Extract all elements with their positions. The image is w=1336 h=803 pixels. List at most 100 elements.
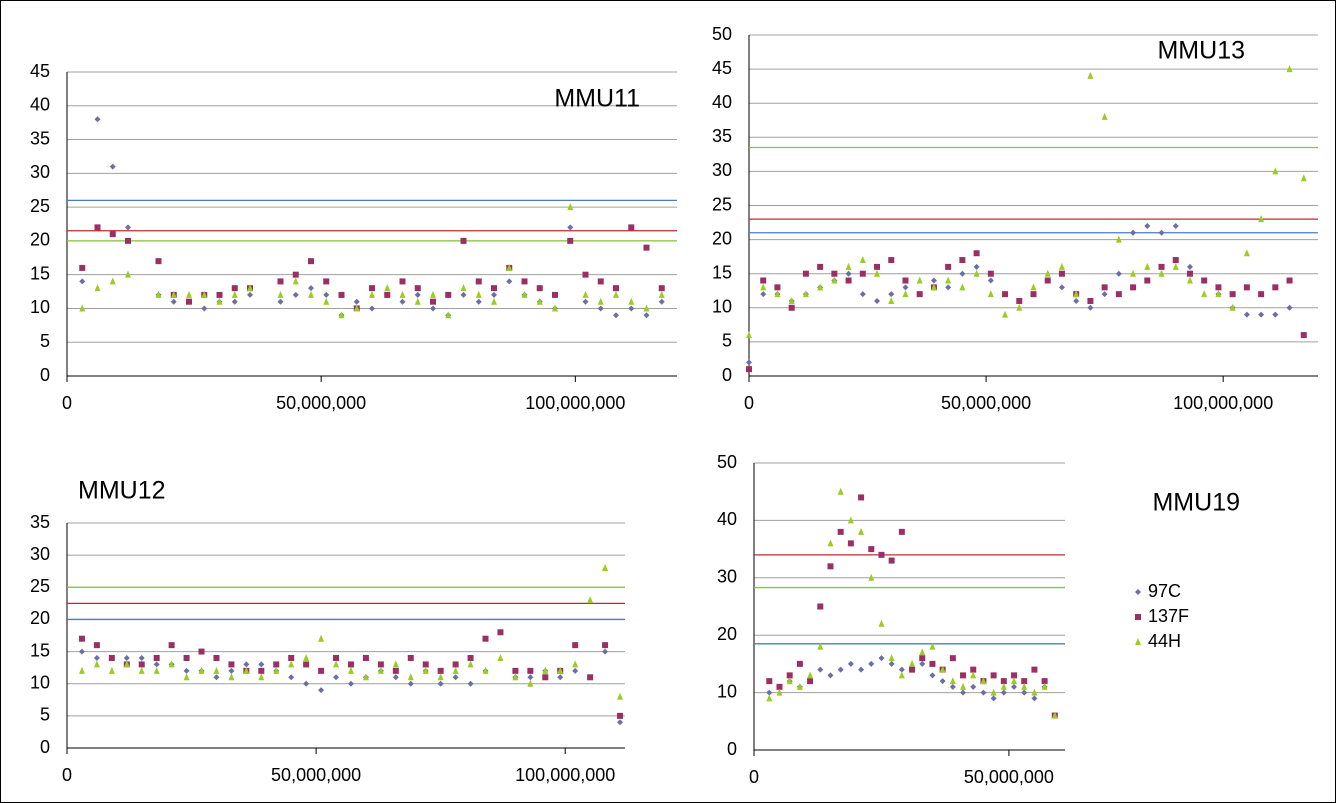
point [1000,689,1007,696]
point [109,277,116,285]
point [414,285,421,292]
y-tick-label: 25 [30,196,50,216]
point [347,661,354,668]
point [1286,304,1293,311]
point [567,203,574,211]
point [959,257,966,264]
point [228,667,235,674]
point [990,688,997,696]
point [1144,277,1151,284]
point [807,678,814,685]
point [247,291,253,298]
point [617,712,624,719]
point [108,655,115,661]
point [827,539,834,547]
point [527,667,534,674]
y-tick-label: 30 [30,544,50,564]
point [970,666,977,673]
point [831,276,838,284]
point [909,659,916,667]
y-tick-label: 40 [712,92,732,112]
point [930,283,937,291]
point [1000,678,1007,685]
point [527,674,534,681]
point [78,648,85,655]
point [827,563,834,570]
point [878,655,885,662]
point [1073,290,1080,298]
point [796,660,803,667]
point [945,276,952,284]
point [888,291,895,298]
point [1130,284,1137,291]
point [1087,304,1094,311]
point [1000,682,1007,690]
y-tick-label: 30 [717,567,737,587]
point [859,291,866,298]
point [353,304,360,312]
point [837,487,844,495]
point [475,298,482,305]
point [542,674,549,681]
point [613,285,619,292]
point [392,660,399,668]
point [303,661,310,668]
y-tick-label: 45 [712,58,732,78]
point [902,284,909,291]
point [1201,277,1208,284]
point [399,298,406,305]
point [919,655,926,662]
point [1044,269,1051,277]
point [183,655,190,661]
point [338,291,345,298]
point [414,291,421,298]
point [973,250,980,257]
point [939,665,946,673]
point [445,291,452,298]
point [874,297,881,304]
y-tick-label: 15 [30,640,50,660]
point [929,642,936,650]
chart-title: MMU13 [1157,37,1245,65]
point [858,666,865,673]
point [572,660,579,668]
point [422,666,429,674]
point [987,290,994,298]
point [868,546,875,553]
x-tick-label: 50,000,000 [964,767,1054,787]
point [1300,332,1307,339]
point [79,304,86,312]
point [929,660,936,667]
y-tick-label: 0 [722,365,732,385]
point [228,673,235,681]
point [874,269,881,277]
point [1101,291,1108,298]
y-tick-label: 50 [717,452,737,472]
point [445,311,452,319]
point [362,655,369,661]
point [572,667,579,674]
point [198,666,205,674]
point [1172,257,1179,264]
point [399,290,406,298]
point [1101,112,1108,120]
y-tick-label: 50 [712,24,732,44]
point [939,678,946,685]
point [125,237,131,244]
y-tick-label: 20 [30,608,50,628]
point [1021,678,1028,685]
point [1215,284,1222,291]
point [1243,284,1250,291]
point [201,305,208,312]
point [292,271,299,278]
y-tick-label: 15 [712,262,732,282]
point [572,642,579,649]
point [582,271,589,278]
point [399,278,406,285]
point [970,683,977,690]
point [567,224,574,231]
point [587,674,594,681]
point [949,677,956,685]
point [868,573,875,581]
